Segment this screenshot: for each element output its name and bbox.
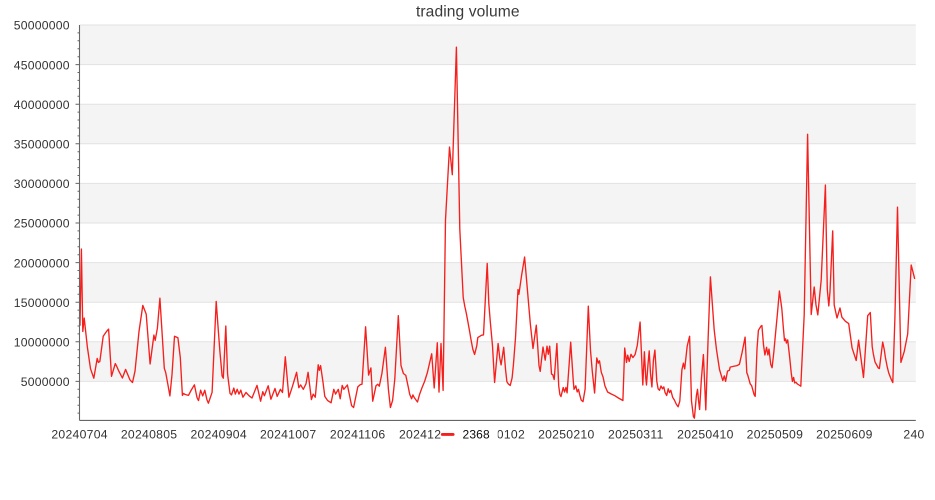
svg-text:20241007: 20241007 [260, 427, 316, 441]
svg-text:30000000: 30000000 [14, 177, 70, 191]
svg-text:trading volume: trading volume [416, 3, 520, 20]
svg-text:5000000: 5000000 [21, 375, 70, 389]
svg-text:20250410: 20250410 [677, 427, 733, 441]
svg-text:20000000: 20000000 [14, 256, 70, 270]
svg-text:20250609: 20250609 [816, 427, 872, 441]
svg-text:35000000: 35000000 [14, 138, 70, 152]
svg-text:2368: 2368 [463, 427, 490, 441]
svg-text:20250210: 20250210 [538, 427, 594, 441]
svg-text:20250509: 20250509 [747, 427, 803, 441]
svg-text:20240904: 20240904 [190, 427, 246, 441]
svg-text:25000000: 25000000 [14, 217, 70, 231]
svg-text:20250311: 20250311 [608, 427, 664, 441]
svg-text:15000000: 15000000 [14, 296, 70, 310]
svg-text:20240805: 20240805 [121, 427, 177, 441]
svg-text:50000000: 50000000 [14, 19, 70, 33]
svg-text:45000000: 45000000 [14, 58, 70, 72]
svg-text:10000000: 10000000 [14, 336, 70, 350]
svg-text:40000000: 40000000 [14, 98, 70, 112]
svg-text:240: 240 [903, 427, 924, 441]
svg-text:20240704: 20240704 [51, 427, 107, 441]
svg-text:20241106: 20241106 [330, 427, 386, 441]
